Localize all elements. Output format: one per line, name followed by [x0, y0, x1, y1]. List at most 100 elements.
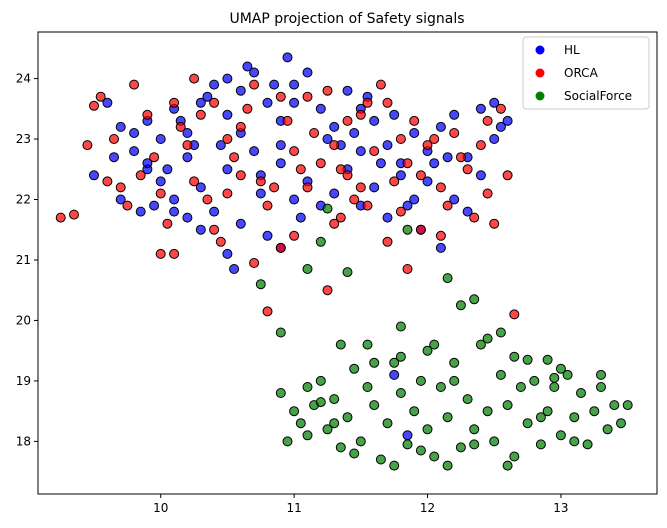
data-point-orca	[202, 194, 213, 205]
data-point-socialforce	[349, 448, 360, 459]
data-point-socialforce	[415, 375, 426, 386]
data-point-socialforce	[489, 436, 500, 447]
data-point-hl	[222, 164, 233, 175]
data-point-orca	[189, 73, 200, 84]
data-point-hl	[382, 140, 393, 151]
data-point-orca	[322, 285, 333, 296]
data-point-socialforce	[542, 354, 553, 365]
data-point-orca	[182, 140, 193, 151]
data-point-hl	[229, 264, 240, 274]
data-point-orca	[215, 236, 226, 247]
data-point-orca	[155, 248, 166, 259]
data-point-socialforce	[349, 363, 360, 374]
data-point-socialforce	[402, 439, 413, 450]
data-point-hl	[502, 115, 513, 126]
data-point-hl	[409, 194, 420, 205]
data-point-hl	[315, 103, 326, 114]
data-point-socialforce	[302, 430, 313, 441]
data-point-orca	[295, 164, 306, 175]
data-point-socialforce	[395, 388, 406, 398]
data-point-orca	[469, 212, 480, 223]
data-point-hl	[195, 97, 206, 108]
data-point-socialforce	[289, 406, 300, 417]
data-point-hl	[235, 218, 246, 229]
data-point-orca	[482, 188, 493, 199]
data-point-orca	[355, 109, 366, 120]
data-point-hl	[449, 109, 460, 120]
data-point-hl	[289, 97, 300, 108]
data-point-socialforce	[502, 460, 513, 471]
data-point-hl	[262, 230, 273, 241]
data-point-socialforce	[495, 369, 506, 380]
data-point-orca	[502, 170, 513, 181]
data-point-hl	[369, 115, 380, 126]
data-point-socialforce	[355, 436, 366, 447]
data-point-hl	[242, 61, 253, 72]
data-point-socialforce	[282, 436, 293, 447]
data-point-orca	[382, 97, 393, 108]
data-point-socialforce	[362, 382, 373, 392]
data-point-socialforce	[302, 382, 313, 392]
data-point-orca	[169, 248, 180, 259]
x-tick-label: 13	[553, 501, 568, 515]
x-tick-label: 10	[153, 501, 168, 515]
data-point-hl	[182, 212, 193, 223]
data-point-hl	[209, 206, 220, 217]
data-point-socialforce	[442, 412, 453, 423]
legend-marker-hl	[535, 45, 545, 55]
data-point-orca	[289, 146, 300, 157]
data-point-hl	[349, 128, 360, 138]
legend-box	[522, 36, 650, 110]
data-point-hl	[329, 188, 340, 199]
data-point-hl	[222, 73, 233, 84]
data-point-orca	[135, 170, 146, 181]
data-point-orca	[122, 200, 133, 211]
data-point-socialforce	[275, 388, 286, 398]
data-point-orca	[429, 134, 440, 144]
data-point-hl	[395, 170, 406, 181]
data-point-hl	[462, 206, 473, 217]
data-point-socialforce	[562, 369, 573, 380]
data-point-orca	[229, 152, 240, 163]
data-point-orca	[335, 212, 346, 223]
data-point-hl	[89, 170, 99, 181]
legend-label-orca: ORCA	[564, 66, 599, 80]
data-point-orca	[455, 152, 466, 163]
data-point-orca	[55, 212, 66, 223]
data-point-socialforce	[462, 394, 473, 405]
data-point-hl	[435, 242, 446, 253]
data-point-orca	[402, 158, 413, 169]
data-point-socialforce	[429, 339, 440, 350]
data-point-orca	[149, 152, 160, 163]
data-point-socialforce	[589, 406, 600, 417]
data-point-socialforce	[509, 351, 520, 362]
data-point-hl	[155, 176, 166, 187]
data-point-socialforce	[329, 418, 340, 429]
data-point-hl	[302, 67, 313, 78]
data-point-socialforce	[475, 339, 486, 350]
data-point-hl	[329, 121, 340, 132]
data-point-orca	[395, 206, 406, 217]
data-point-orca	[342, 170, 353, 181]
data-point-hl	[129, 128, 140, 138]
data-point-socialforce	[522, 354, 533, 365]
data-point-hl	[129, 146, 140, 157]
data-point-hl	[195, 224, 206, 235]
data-point-orca	[489, 218, 500, 229]
data-point-socialforce	[315, 397, 326, 408]
data-point-orca	[329, 218, 340, 229]
data-point-socialforce	[576, 388, 586, 398]
data-point-orca	[115, 182, 126, 193]
data-point-orca	[102, 176, 113, 187]
data-point-hl	[409, 128, 420, 138]
data-point-orca	[335, 164, 346, 175]
data-point-orca	[422, 140, 433, 151]
data-point-hl	[275, 158, 286, 169]
data-point-hl	[402, 430, 413, 441]
data-point-hl	[369, 182, 380, 193]
data-point-orca	[415, 170, 426, 181]
data-point-socialforce	[335, 339, 346, 350]
data-point-orca	[255, 176, 266, 187]
data-point-orca	[249, 79, 260, 90]
data-point-socialforce	[275, 327, 286, 338]
